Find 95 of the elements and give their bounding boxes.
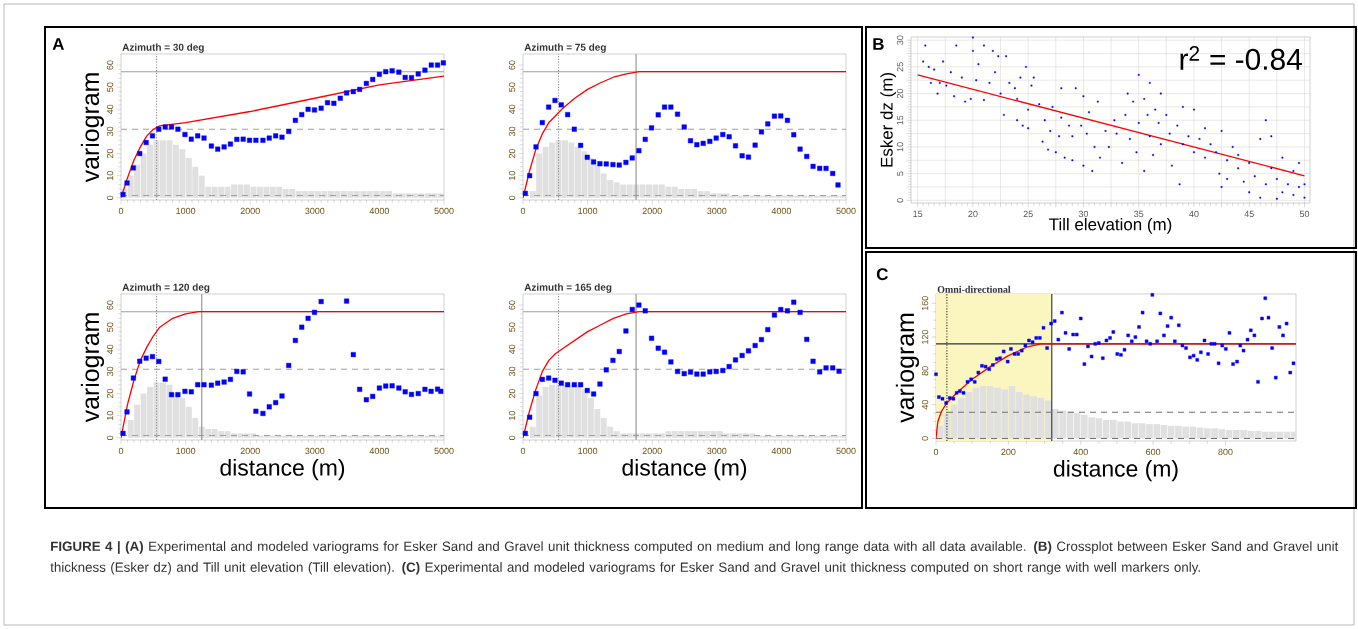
y-tick-label: 0 xyxy=(508,195,516,200)
chart-title: Omni-directional xyxy=(937,285,1011,293)
x-tick-label: 3000 xyxy=(707,207,727,215)
x-tick-label: 4000 xyxy=(369,447,390,455)
y-tick-label: 60 xyxy=(106,60,114,70)
x-tick-label: 5000 xyxy=(836,207,856,215)
y-tick-label: 20 xyxy=(508,148,516,159)
y-tick-label: 5 xyxy=(896,171,904,176)
y-tick-label: 10 xyxy=(508,411,516,420)
chart-title: Azimuth = 75 deg xyxy=(524,43,606,53)
x-tick-label: 4000 xyxy=(771,447,792,455)
y-tick-label: 40 xyxy=(106,344,114,355)
x-tick-label: 200 xyxy=(1001,448,1016,456)
annotation: r$^{2}$ = -0.84 xyxy=(1180,46,1302,70)
x-tick-label: 2000 xyxy=(240,447,260,455)
y-tick-label: 80 xyxy=(921,366,929,376)
y-tick-label: 20 xyxy=(106,388,114,399)
x-tick-label: 800 xyxy=(1218,448,1233,456)
y-tick-label: 0 xyxy=(896,198,904,203)
y-axis-title: Esker dz (m) xyxy=(880,73,897,167)
x-tick-label: 1000 xyxy=(578,447,598,455)
y-tick-label: 120 xyxy=(921,329,929,344)
y-tick-label: 40 xyxy=(921,400,929,410)
y-tick-label: 30 xyxy=(106,366,114,377)
y-tick-label: 40 xyxy=(508,104,516,115)
chart-title: Azimuth = 120 deg xyxy=(122,283,210,293)
y-tick-label: 30 xyxy=(508,366,516,377)
x-tick-label: 40 xyxy=(1189,210,1199,218)
y-tick-label: 50 xyxy=(106,82,114,92)
x-axis-title: distance (m) xyxy=(220,458,345,481)
text: FIGURE 4 | (A) Experimental and modeled variograms for Esker Sand and Gravel unit thickness computed on medium and long range data with all data available. (B) Crossplot between Esker Sand and Gravel unit thickness (Esker dz) and Till unit elevation (Till elevation). (C) Experimental and modeled variograms for Esker Sand and Gravel unit thickness computed on short range with well markers only. xyxy=(50,541,1339,575)
y-tick-label: 10 xyxy=(106,411,114,420)
y-axis-title: variogram xyxy=(80,73,105,183)
x-tick-label: 3000 xyxy=(707,447,727,455)
x-tick-label: 5000 xyxy=(434,447,454,455)
x-tick-label: 3000 xyxy=(305,447,325,455)
x-tick-label: 25 xyxy=(1023,210,1033,218)
y-tick-label: 10 xyxy=(508,171,516,180)
y-tick-label: 40 xyxy=(106,104,114,115)
y-tick-label: 0 xyxy=(508,435,516,440)
y-tick-label: 20 xyxy=(106,148,114,159)
x-tick-label: 35 xyxy=(1134,210,1144,218)
chart-title: Azimuth = 30 deg xyxy=(122,43,204,53)
x-tick-label: 2000 xyxy=(642,447,662,455)
y-tick-label: 40 xyxy=(508,344,516,355)
y-tick-label: 15 xyxy=(896,115,904,125)
x-tick-label: 20 xyxy=(968,210,978,218)
y-tick-label: 10 xyxy=(106,171,114,180)
text: C xyxy=(876,268,888,281)
x-tick-label: 0 xyxy=(118,447,124,455)
x-tick-label: 600 xyxy=(1146,448,1161,456)
y-tick-label: 0 xyxy=(106,435,114,440)
x-tick-label: 15 xyxy=(913,210,923,218)
x-axis-title: distance (m) xyxy=(622,458,747,481)
x-tick-label: 1000 xyxy=(176,207,196,215)
y-tick-label: 30 xyxy=(508,126,516,137)
x-tick-label: 4000 xyxy=(369,207,390,215)
y-axis-title: variogram xyxy=(895,313,920,423)
x-tick-label: 3000 xyxy=(305,207,325,215)
x-tick-label: 4000 xyxy=(771,207,792,215)
x-tick-label: 30 xyxy=(1078,210,1089,218)
y-tick-label: 20 xyxy=(896,88,904,99)
x-tick-label: 2000 xyxy=(240,207,260,215)
y-tick-label: 60 xyxy=(106,300,114,310)
x-tick-label: 0 xyxy=(118,207,124,215)
x-tick-label: 0 xyxy=(520,207,526,215)
x-tick-label: 45 xyxy=(1244,210,1254,218)
y-tick-label: 30 xyxy=(896,35,904,45)
x-tick-label: 1000 xyxy=(176,447,196,455)
y-tick-label: 30 xyxy=(106,126,114,137)
x-tick-label: 5000 xyxy=(434,207,454,215)
y-tick-label: 60 xyxy=(508,60,516,70)
y-tick-label: 60 xyxy=(508,300,516,310)
y-tick-label: 25 xyxy=(896,62,904,72)
x-axis-title: Till elevation (m) xyxy=(1049,217,1172,234)
x-tick-label: 0 xyxy=(520,447,526,455)
y-tick-label: 0 xyxy=(921,436,929,441)
x-tick-label: 400 xyxy=(1073,448,1088,456)
x-tick-label: 50 xyxy=(1299,210,1310,218)
y-tick-label: 50 xyxy=(508,82,516,92)
x-axis-title: distance (m) xyxy=(1053,459,1178,482)
y-tick-label: 10 xyxy=(896,142,904,152)
y-tick-label: 20 xyxy=(508,388,516,399)
chart-title: Azimuth = 165 deg xyxy=(524,283,612,293)
x-tick-label: 0 xyxy=(933,448,939,456)
x-tick-label: 2000 xyxy=(642,207,662,215)
x-tick-label: 1000 xyxy=(578,207,598,215)
y-tick-label: 50 xyxy=(508,322,516,332)
text: A xyxy=(52,38,64,50)
x-tick-label: 5000 xyxy=(836,447,856,455)
y-tick-label: 0 xyxy=(106,195,114,200)
y-tick-label: 160 xyxy=(921,296,929,311)
text: B xyxy=(873,38,884,50)
y-tick-label: 50 xyxy=(106,322,114,332)
y-axis-title: variogram xyxy=(80,313,105,423)
